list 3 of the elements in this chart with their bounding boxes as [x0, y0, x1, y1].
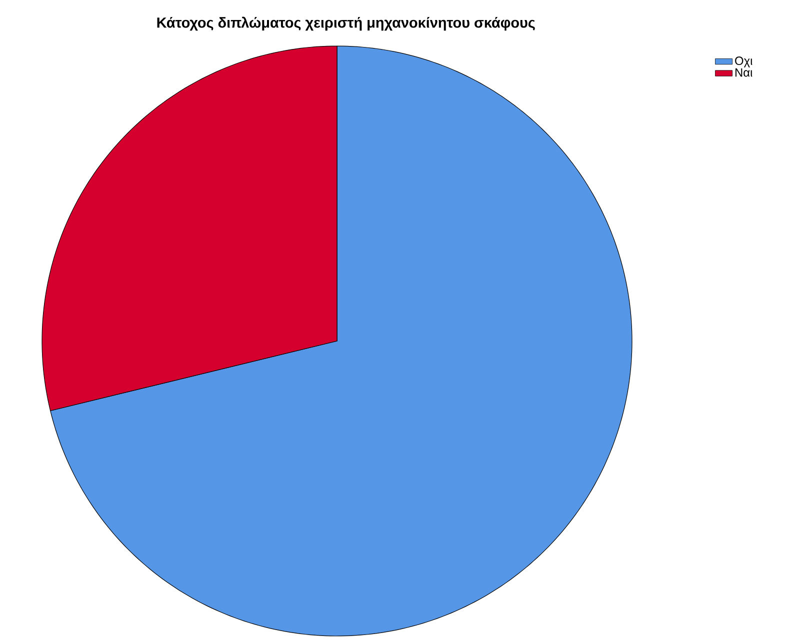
legend-label: Ναι	[735, 68, 752, 77]
chart-title: Κάτοχος διπλώματος χειριστή μηχανοκίνητου σκάφους	[157, 16, 535, 31]
legend-label: Οχι	[735, 56, 752, 68]
